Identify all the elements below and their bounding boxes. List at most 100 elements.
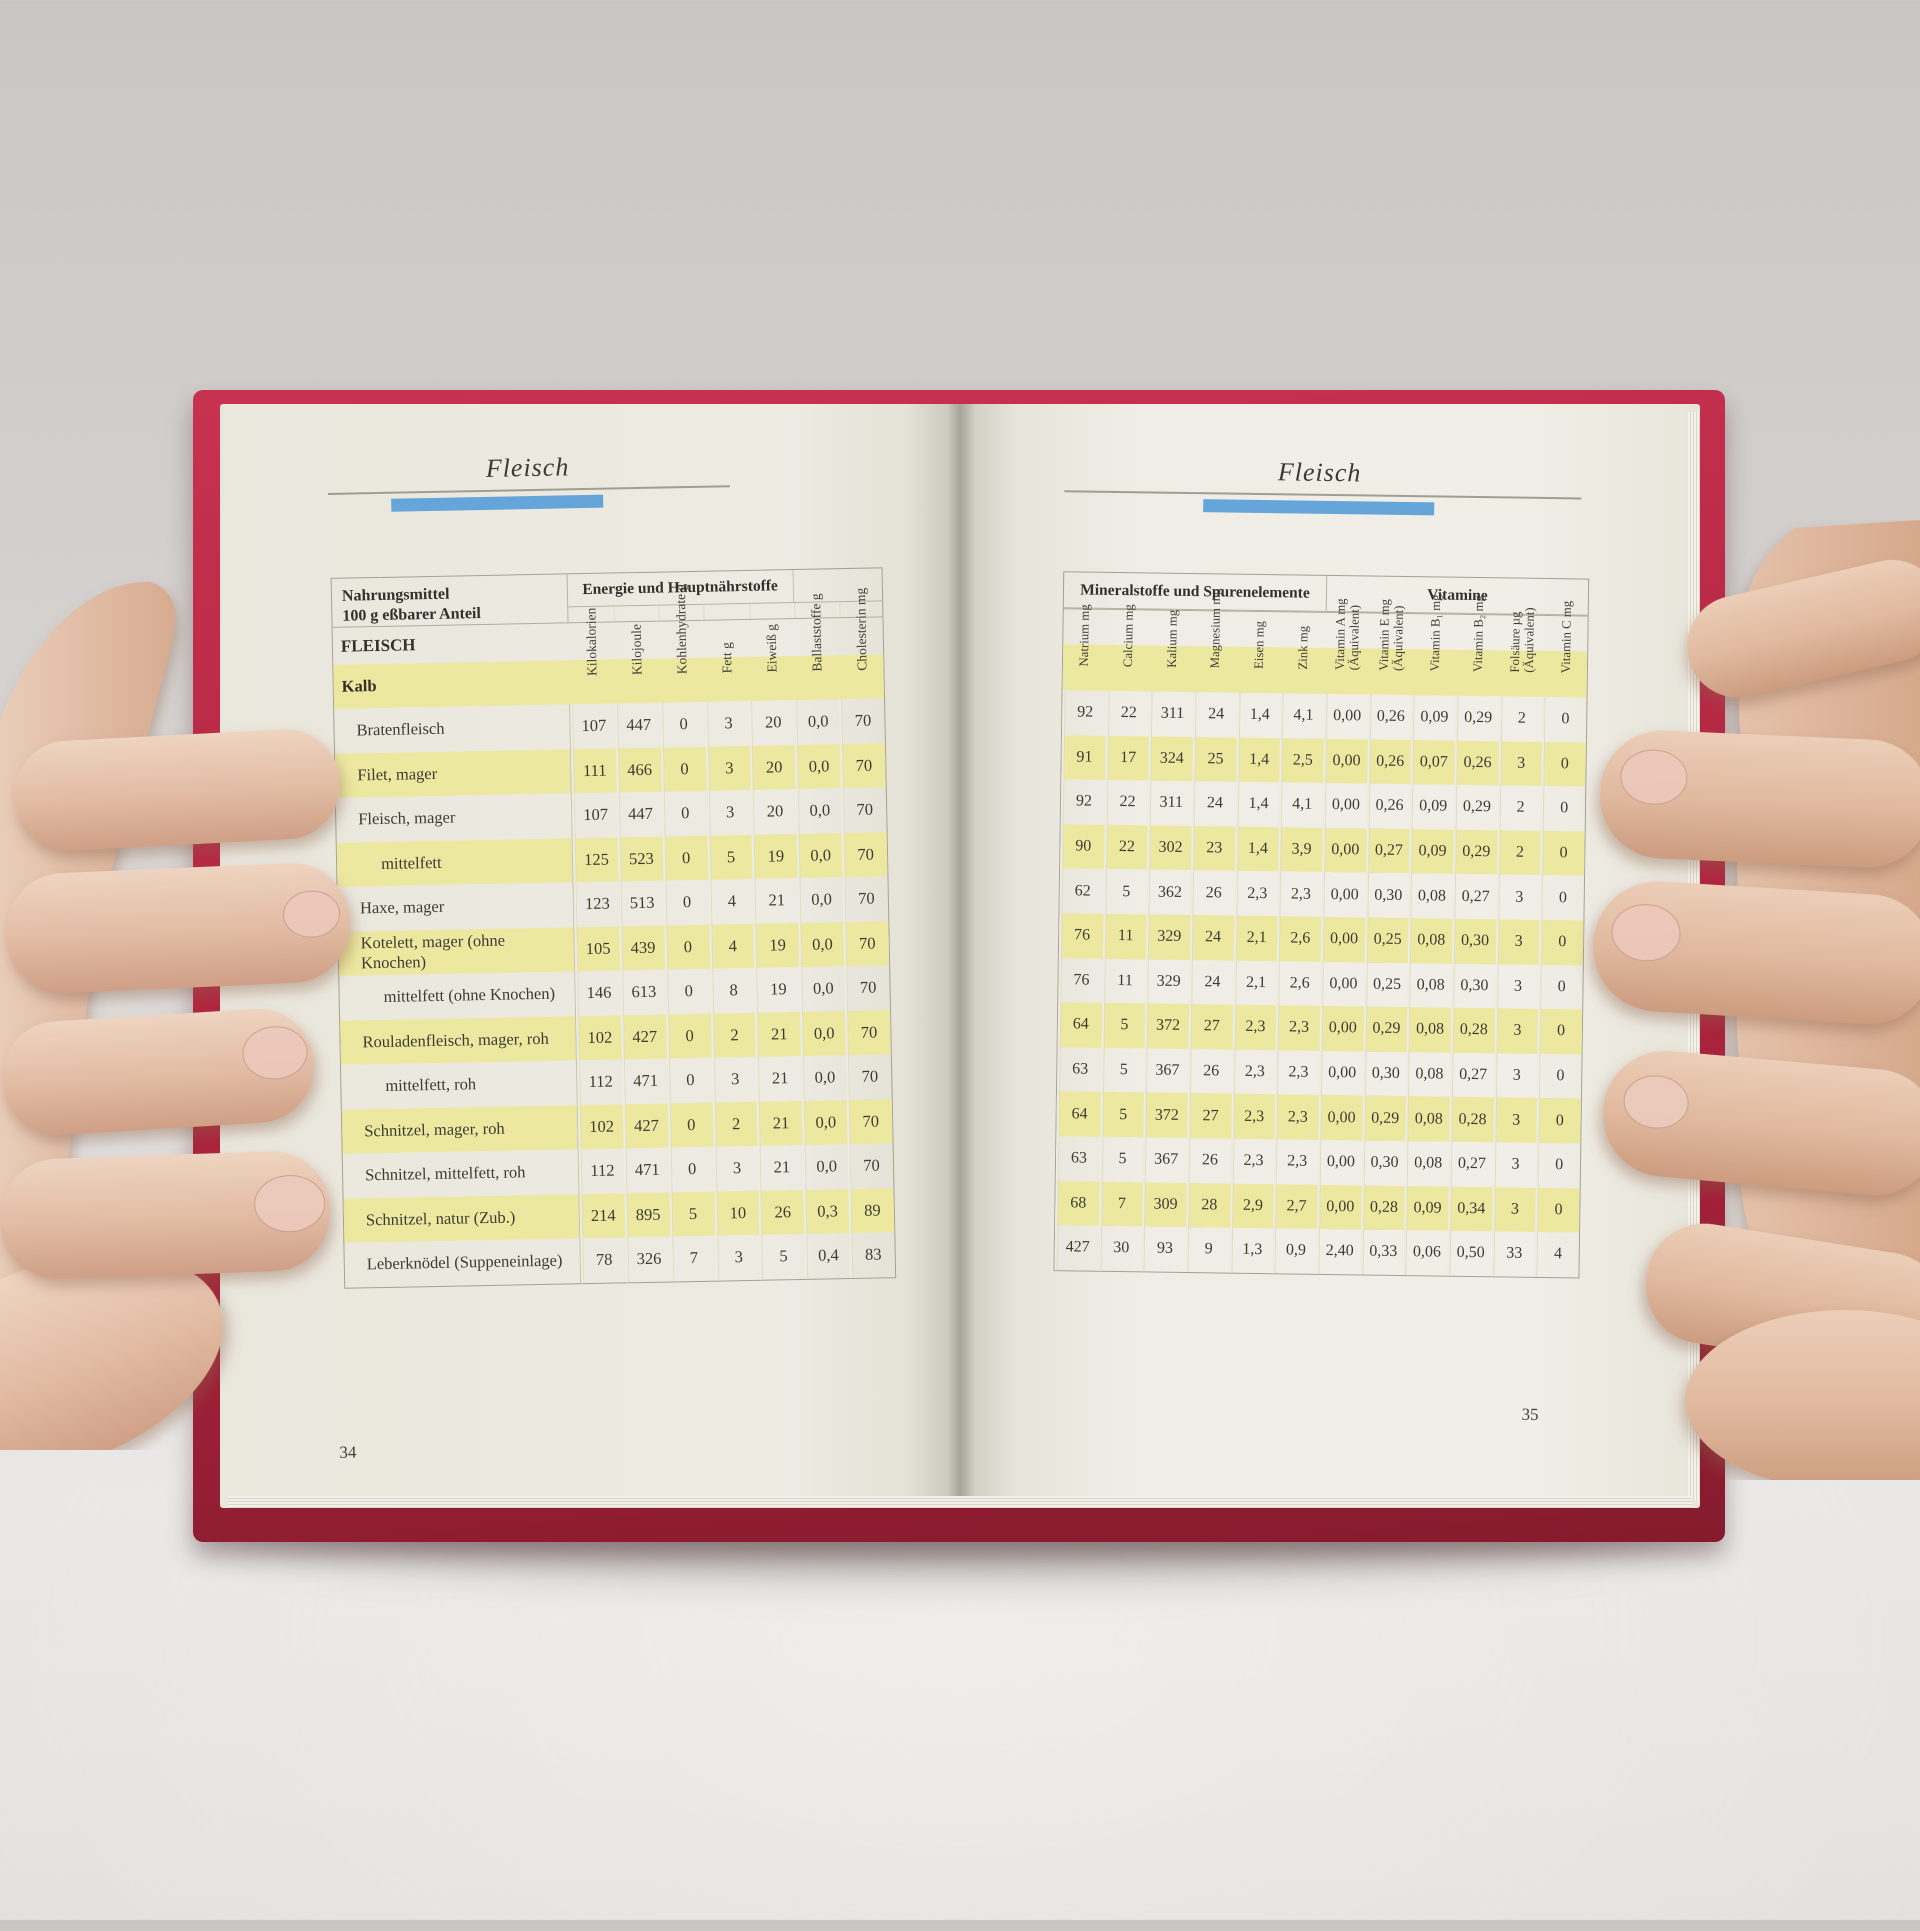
value-cell: 22: [1105, 690, 1150, 737]
value-cell: 2,1: [1233, 915, 1278, 961]
value-cell: 372: [1144, 1003, 1190, 1049]
value-cell: 329: [1145, 958, 1190, 1005]
value-cell: 3: [1491, 1186, 1537, 1233]
table-row: 64 5 372 27 2,3 2,3 0,00 0,29 0,08 0,28 3 0: [1056, 1091, 1582, 1144]
table-row: 62 5 362 26 2,3 2,3 0,00 0,30 0,08 0,27 3 0: [1059, 868, 1585, 921]
column-header-label: Magnesium mg: [1208, 588, 1224, 669]
column-header-label: Natrium mg: [1076, 604, 1092, 667]
value-cell: 2,6: [1276, 960, 1321, 1007]
value-cell: 1,4: [1236, 737, 1281, 783]
value-cell: 367: [1143, 1137, 1188, 1183]
value-cell: 0,30: [1365, 872, 1410, 919]
value-cell: 63: [1055, 1136, 1101, 1182]
page-edge-stack: [228, 1496, 1692, 1508]
table-row: 64 5 372 27 2,3 2,3 0,00 0,29 0,08 0,28 3 0: [1057, 1002, 1583, 1055]
hand-heel: [0, 1253, 223, 1450]
value-cell: 0,08: [1405, 1096, 1451, 1142]
value-cell: 91: [1061, 734, 1106, 781]
table-row: 68 7 309 28 2,9 2,7 0,00 0,28 0,09 0,34 3 0: [1055, 1180, 1580, 1233]
value-cell: 3: [1495, 919, 1540, 965]
value-cell: 0,08: [1405, 1141, 1450, 1187]
value-cell: 27: [1188, 1004, 1233, 1050]
value-cell: 1,3: [1229, 1227, 1274, 1273]
fingernail: [254, 1175, 326, 1233]
ring-finger: [2, 1008, 314, 1136]
value-cell: 0,00: [1318, 1095, 1363, 1141]
running-head: Fleisch: [1277, 457, 1362, 488]
value-cell: 0,30: [1361, 1140, 1406, 1186]
value-cell: 2,3: [1275, 1050, 1320, 1096]
value-cell: 22: [1103, 824, 1149, 870]
value-cell: 3: [1494, 963, 1540, 1010]
value-cell: 2,40: [1316, 1228, 1361, 1275]
column-header: Magnesium mg: [1193, 588, 1238, 668]
value-cell: 2: [1498, 696, 1543, 742]
fingernail: [283, 890, 341, 938]
value-cell: 26: [1188, 1048, 1233, 1094]
value-cell: 0,08: [1407, 962, 1452, 1008]
value-cell: 0,30: [1362, 1051, 1407, 1097]
column-header-label: Vitamin B₂ mg: [1471, 595, 1487, 673]
column-header-label: Vitamin E mg (Äquivalent): [1376, 598, 1406, 672]
value-cell: 0,25: [1364, 917, 1409, 963]
value-cell: 0,00: [1319, 1050, 1364, 1096]
value-cell: 0,06: [1403, 1230, 1449, 1276]
value-cell: 302: [1147, 825, 1192, 871]
value-cell: 0,00: [1323, 738, 1368, 784]
value-cell: 2,3: [1275, 1005, 1321, 1051]
value-cell: 3: [1494, 1008, 1539, 1054]
value-cell: 309: [1142, 1181, 1187, 1228]
table-row: 63 5 367 26 2,3 2,3 0,00 0,30 0,08 0,27 3 0: [1056, 1046, 1582, 1099]
little-finger: [0, 1151, 331, 1279]
value-cell: 9: [1185, 1227, 1230, 1273]
table-row: 92 22 311 24 1,4 4,1 0,00 0,26 0,09 0,29 2 0: [1061, 690, 1587, 743]
column-header-label: Vitamin B₁ mg: [1427, 594, 1443, 672]
value-cell: 3: [1493, 1097, 1538, 1143]
little-finger: [1603, 1050, 1920, 1196]
value-cell: 3: [1498, 740, 1543, 787]
value-cell: 64: [1057, 1002, 1102, 1048]
value-cell: 5: [1101, 1002, 1146, 1049]
column-header: Kalium mg: [1149, 609, 1194, 668]
value-cell: 3: [1496, 874, 1541, 920]
accent-bar: [1203, 499, 1435, 516]
value-cell: 63: [1056, 1046, 1102, 1093]
value-cell: 0,26: [1367, 694, 1412, 740]
value-cell: 0,00: [1319, 1006, 1364, 1052]
value-cell: 3: [1492, 1142, 1537, 1188]
nutrition-table-minerals-vitamins: Mineralstoffe und Spurenelemente Vitamin…: [1053, 571, 1590, 1279]
value-cell: 90: [1060, 824, 1105, 870]
value-cell: 0,28: [1449, 1097, 1494, 1143]
value-cell: 0,29: [1454, 695, 1500, 741]
value-cell: 0,30: [1451, 918, 1497, 964]
value-cell: 5: [1100, 1047, 1145, 1093]
value-cell: 0,28: [1360, 1184, 1406, 1231]
value-cell: 311: [1149, 691, 1194, 737]
table-row: 76 11 329 24 2,1 2,6 0,00 0,25 0,08 0,30 3 0: [1058, 913, 1584, 966]
value-cell: 2,5: [1279, 737, 1324, 784]
index-finger: [1686, 559, 1920, 698]
value-cell: 0,09: [1411, 695, 1456, 741]
value-cell: 92: [1061, 690, 1107, 736]
value-cell: 1,4: [1236, 692, 1281, 738]
value-cell: 0,34: [1448, 1186, 1493, 1232]
value-cell: 7: [1098, 1181, 1144, 1227]
value-cell: 0,30: [1451, 963, 1496, 1009]
middle-finger: [6, 863, 350, 993]
value-cell: 24: [1192, 692, 1238, 738]
value-cell: 4,1: [1280, 693, 1325, 739]
right-hand: [1593, 520, 1920, 1480]
value-cell: 0,00: [1317, 1184, 1362, 1230]
table-row: 427 30 93 9 1,3 0,9 2,40 0,33 0,06 0,50 33 4: [1054, 1225, 1580, 1278]
value-cell: 11: [1102, 913, 1147, 959]
value-cell: 27: [1187, 1093, 1232, 1139]
value-cell: 5: [1099, 1136, 1144, 1182]
value-cell: 0,08: [1406, 1007, 1452, 1053]
value-cell: 372: [1143, 1092, 1188, 1138]
value-cell: 0,27: [1365, 828, 1411, 874]
value-cell: 2,3: [1274, 1139, 1319, 1185]
column-header-label: Kalium mg: [1164, 609, 1180, 668]
mineral-table-rows: 92 22 311 24 1,4 4,1 0,00 0,26 0,09 0,29 2 0 91 17 324…: [1054, 690, 1587, 1278]
value-cell: 64: [1056, 1091, 1101, 1137]
value-cell: 0,09: [1409, 828, 1454, 875]
